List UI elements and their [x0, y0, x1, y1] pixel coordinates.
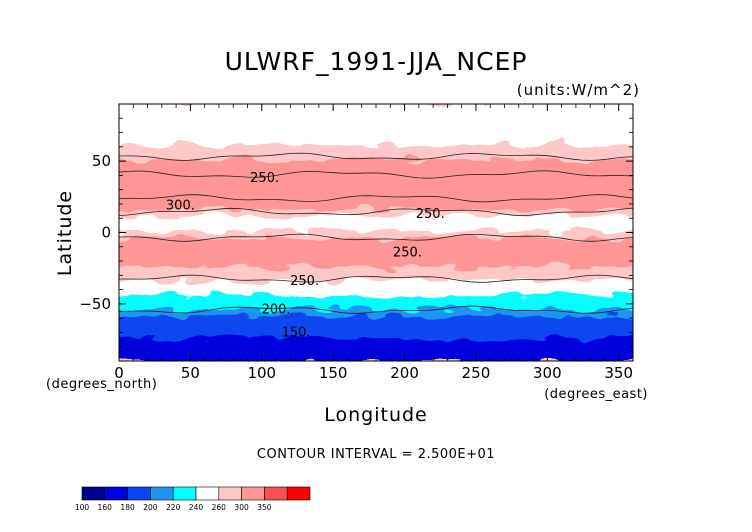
- heatmap-cell: [119, 109, 633, 120]
- heatmap-cell: [119, 252, 633, 263]
- colorbar-label: 260: [212, 503, 227, 512]
- y-tick-label: 50: [92, 152, 111, 170]
- heatmap-cell: [119, 173, 633, 185]
- contour-label: 150.: [282, 325, 311, 340]
- heatmap-cell: [119, 166, 633, 177]
- heatmap-cell: [119, 195, 633, 206]
- heatmap-cell: [119, 323, 633, 334]
- chart-title: ULWRF_1991-JJA_NCEP: [225, 47, 528, 76]
- y-axis: 50 0 −50: [79, 117, 633, 348]
- heatmap-cell: [119, 131, 633, 142]
- heatmap-cell: [119, 295, 633, 306]
- contour-label: 250.: [250, 171, 279, 186]
- heatmap-cell: [119, 316, 633, 327]
- colorbar-swatch: [81, 486, 106, 501]
- heatmap-cell: [119, 280, 633, 292]
- heatmap-bands: [119, 104, 633, 361]
- heatmap-cell: [119, 288, 633, 299]
- heatmap-cell: [119, 209, 633, 220]
- contour-line: [119, 305, 633, 314]
- heatmap-cell: [119, 238, 633, 249]
- x-axis: 0 50 100 150 200 250 300 350: [114, 104, 633, 382]
- heatmap-cell: [119, 345, 633, 356]
- heatmap-cell: [119, 309, 633, 320]
- heatmap-cell: [119, 152, 633, 163]
- contour-line: [119, 170, 633, 179]
- colorbar-label: 220: [166, 503, 181, 512]
- heatmap-cell: [119, 352, 633, 361]
- contour-line: [119, 233, 633, 242]
- x-unit-label: (degrees_east): [544, 387, 648, 402]
- heatmap-cell: [119, 259, 633, 270]
- heatmap-cell: [119, 145, 633, 156]
- colorbar-label: 160: [98, 503, 113, 512]
- heatmap-cell: [119, 338, 633, 349]
- colorbar-label: 200: [143, 503, 158, 512]
- colorbar-label: 100: [75, 503, 90, 512]
- contour-label: 250.: [290, 274, 319, 289]
- y-tick-label: 0: [101, 224, 111, 242]
- contour-line: [119, 194, 633, 203]
- colorbar: 100 160 180 200 220 240 260 300 350: [75, 486, 311, 512]
- heatmap-cell: [119, 231, 633, 242]
- y-tick-label: −50: [79, 295, 111, 313]
- x-tick-label: 300: [533, 364, 562, 382]
- contour-line: [119, 152, 633, 161]
- colorbar-swatch: [218, 486, 242, 501]
- contour-label: 200.: [262, 303, 291, 318]
- colorbar-label: 240: [189, 503, 204, 512]
- heatmap-cell: [119, 223, 633, 234]
- colorbar-label: 300: [234, 503, 249, 512]
- x-axis-title: Longitude: [324, 404, 428, 426]
- contour-line: [119, 274, 633, 283]
- heatmap-cell: [119, 202, 633, 213]
- heatmap-cell: [119, 245, 633, 256]
- x-tick-label: 0: [114, 364, 124, 382]
- colorbar-swatch: [264, 486, 288, 501]
- contour-labels: 250. 300. 250. 250. 250. 200. 150.: [166, 171, 445, 340]
- heatmap-cell: [119, 159, 633, 170]
- y-axis-title: Latitude: [54, 190, 76, 276]
- heatmap-cell: [119, 216, 633, 227]
- x-tick-label: 100: [247, 364, 276, 382]
- x-tick-label: 250: [462, 364, 491, 382]
- colorbar-swatch: [127, 486, 151, 501]
- colorbar-swatch: [195, 486, 220, 501]
- heatmap-cell: [119, 302, 633, 313]
- contour-interval-note: CONTOUR INTERVAL = 2.500E+01: [257, 447, 495, 462]
- heatmap-cell: [119, 273, 633, 284]
- heatmap-cell: [119, 181, 633, 192]
- heatmap-cell: [119, 123, 633, 135]
- contour-label: 300.: [166, 198, 195, 213]
- contour-lines: [119, 152, 633, 314]
- x-tick-label: 350: [604, 364, 633, 382]
- heatmap-cell: [119, 188, 633, 199]
- colorbar-label: 350: [257, 503, 272, 512]
- x-tick-label: 50: [181, 364, 200, 382]
- colorbar-swatch: [286, 486, 311, 501]
- contour-label: 250.: [393, 245, 422, 260]
- contour-label: 250.: [416, 207, 445, 222]
- heatmap-cell: [119, 266, 633, 277]
- x-tick-label: 150: [319, 364, 348, 382]
- x-tick-label: 200: [390, 364, 419, 382]
- heatmap-cell: [119, 330, 633, 342]
- colorbar-swatch: [241, 486, 265, 501]
- units-label: (units:W/m^2): [517, 81, 640, 99]
- heatmap-field: 250. 300. 250. 250. 250. 200. 150.: [119, 104, 633, 361]
- colorbar-label: 180: [120, 503, 135, 512]
- colorbar-swatch: [172, 486, 197, 501]
- heatmap-cell: [119, 116, 633, 127]
- contour-line: [119, 207, 633, 217]
- y-unit-label: (degrees_north): [46, 377, 157, 392]
- colorbar-swatch: [104, 486, 128, 501]
- colorbar-swatch: [150, 486, 174, 501]
- heatmap-cell: [119, 104, 633, 113]
- heatmap-cell: [119, 138, 633, 149]
